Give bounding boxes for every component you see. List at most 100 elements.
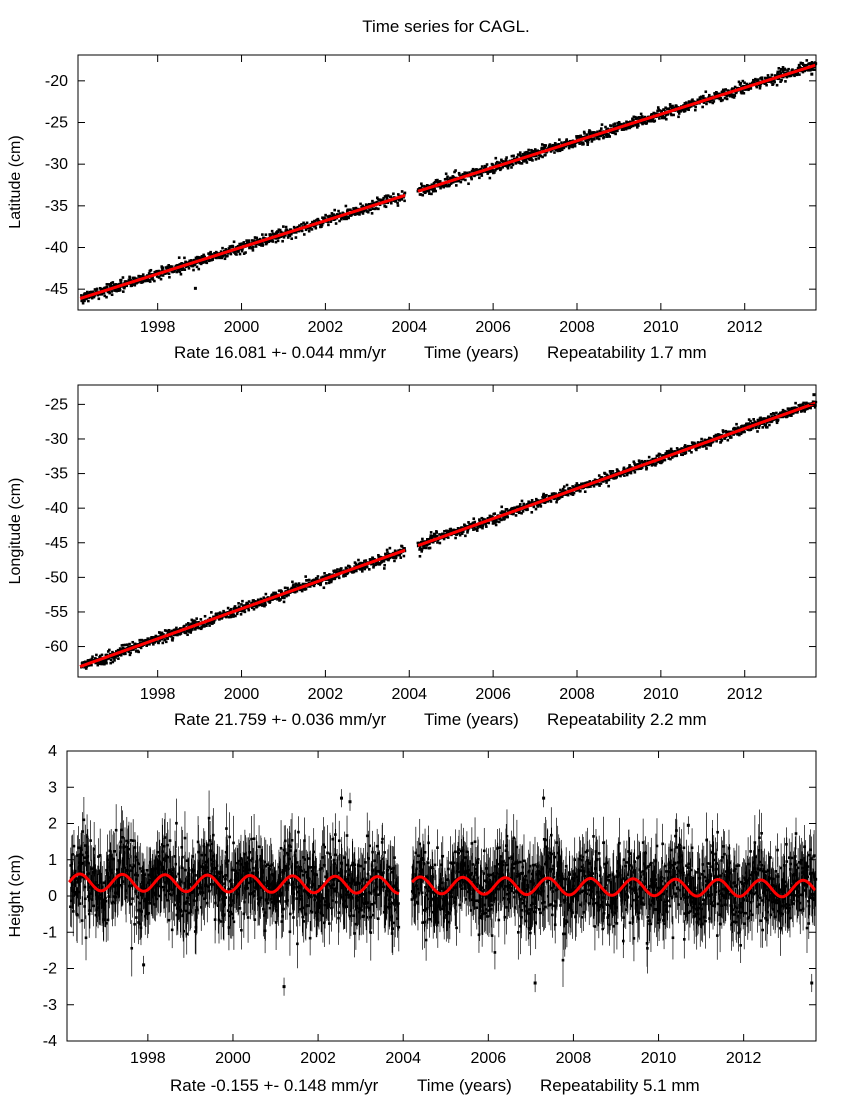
longitude-data-point	[226, 606, 230, 610]
height-data-point	[147, 911, 150, 915]
longitude-data-point	[304, 582, 307, 586]
longitude-data-point	[738, 433, 741, 437]
latitude-data-point	[270, 229, 274, 233]
latitude-data-point	[277, 230, 280, 234]
longitude-data-point	[198, 626, 201, 630]
longitude-data-point	[403, 547, 406, 550]
longitude-data-point	[734, 427, 738, 430]
latitude-data-point	[294, 236, 298, 239]
longitude-data-point	[272, 591, 275, 595]
latitude-data-point	[663, 116, 667, 119]
longitude-data-point	[189, 629, 193, 632]
latitude-data-point	[182, 262, 186, 266]
latitude-data-point	[530, 148, 533, 152]
latitude-data-point	[347, 216, 350, 220]
longitude-data-point	[161, 641, 165, 645]
latitude-data-point	[454, 184, 458, 187]
latitude-data-point	[793, 74, 796, 78]
latitude-data-point	[449, 176, 452, 180]
latitude-data-point	[238, 252, 242, 256]
longitude-data-point	[610, 473, 614, 476]
longitude-data-point	[123, 643, 127, 647]
longitude-data-point	[669, 457, 672, 461]
longitude-data-point	[706, 443, 710, 447]
latitude-data-point	[694, 108, 697, 112]
latitude-data-point	[394, 199, 398, 203]
latitude-data-point	[760, 76, 764, 79]
longitude-data-point	[481, 526, 484, 530]
latitude-data-point	[184, 265, 188, 269]
longitude-y-tick: -55	[45, 604, 816, 621]
longitude-data-point	[189, 631, 193, 634]
height-data-point	[163, 836, 167, 839]
latitude-data-point	[805, 59, 809, 62]
longitude-data-point	[259, 597, 263, 601]
longitude-data-point	[167, 628, 171, 632]
latitude-data-point	[590, 140, 594, 143]
latitude-data-point	[179, 272, 183, 276]
latitude-data-point	[177, 268, 181, 272]
longitude-data-point	[472, 517, 476, 521]
longitude-data-point	[602, 480, 605, 483]
latitude-data-point	[712, 100, 716, 103]
latitude-data-point	[400, 198, 404, 201]
longitude-data-point	[354, 562, 358, 566]
latitude-data-point	[660, 109, 664, 113]
latitude-data-point	[777, 77, 781, 80]
latitude-data-point	[261, 243, 265, 246]
latitude-data-point	[159, 277, 163, 281]
longitude-data-point	[351, 571, 354, 574]
longitude-data-point	[625, 473, 629, 477]
latitude-data-point	[488, 176, 492, 180]
latitude-data-point	[288, 234, 292, 238]
longitude-data-point	[323, 571, 326, 575]
longitude-data-point	[342, 574, 345, 578]
longitude-data-point	[371, 561, 375, 565]
longitude-data-point	[328, 579, 332, 583]
longitude-data-point	[446, 536, 450, 539]
latitude-data-point	[113, 289, 116, 292]
longitude-data-point	[574, 484, 578, 487]
latitude-data-point	[242, 241, 246, 244]
longitude-data-point	[433, 532, 437, 536]
height-data-point	[127, 847, 131, 851]
latitude-data-point	[791, 68, 794, 71]
latitude-data-point	[540, 143, 544, 146]
latitude-data-point	[362, 209, 365, 213]
longitude-data-point	[585, 481, 589, 484]
longitude-x-tick: 2006	[475, 385, 511, 703]
longitude-data-point	[733, 426, 736, 430]
latitude-data-point	[727, 89, 730, 93]
latitude-data-point	[241, 242, 245, 245]
latitude-data-point	[207, 252, 210, 255]
latitude-rate-label: Rate 16.081 +- 0.044 mm/yr	[174, 343, 386, 362]
longitude-data-point	[503, 517, 506, 521]
latitude-data-point	[149, 268, 153, 272]
latitude-data-point	[252, 239, 256, 242]
latitude-data-point	[358, 213, 361, 216]
latitude-data-point	[279, 230, 283, 234]
longitude-data-point	[229, 607, 233, 611]
longitude-data-point	[479, 525, 482, 529]
longitude-data-point	[719, 437, 723, 441]
latitude-data-point	[478, 176, 481, 180]
height-data-point	[75, 913, 79, 917]
latitude-data-point	[121, 290, 125, 293]
longitude-data-point	[705, 438, 709, 442]
height-data-point	[180, 866, 184, 870]
latitude-data-point	[246, 240, 249, 244]
longitude-data-point	[499, 511, 502, 515]
longitude-data-point	[738, 432, 741, 435]
latitude-data-point	[326, 215, 330, 218]
latitude-data-point	[327, 223, 330, 227]
longitude-data-point	[218, 611, 222, 614]
longitude-data-point	[595, 482, 598, 486]
longitude-data-point	[175, 628, 179, 632]
latitude-data-point	[85, 297, 88, 300]
longitude-data-point	[185, 629, 189, 632]
latitude-y-tick-label: -35	[45, 198, 68, 215]
latitude-data-point	[192, 268, 195, 272]
latitude-data-point	[683, 102, 687, 105]
latitude-data-point	[157, 276, 161, 279]
longitude-data-point	[154, 634, 158, 638]
